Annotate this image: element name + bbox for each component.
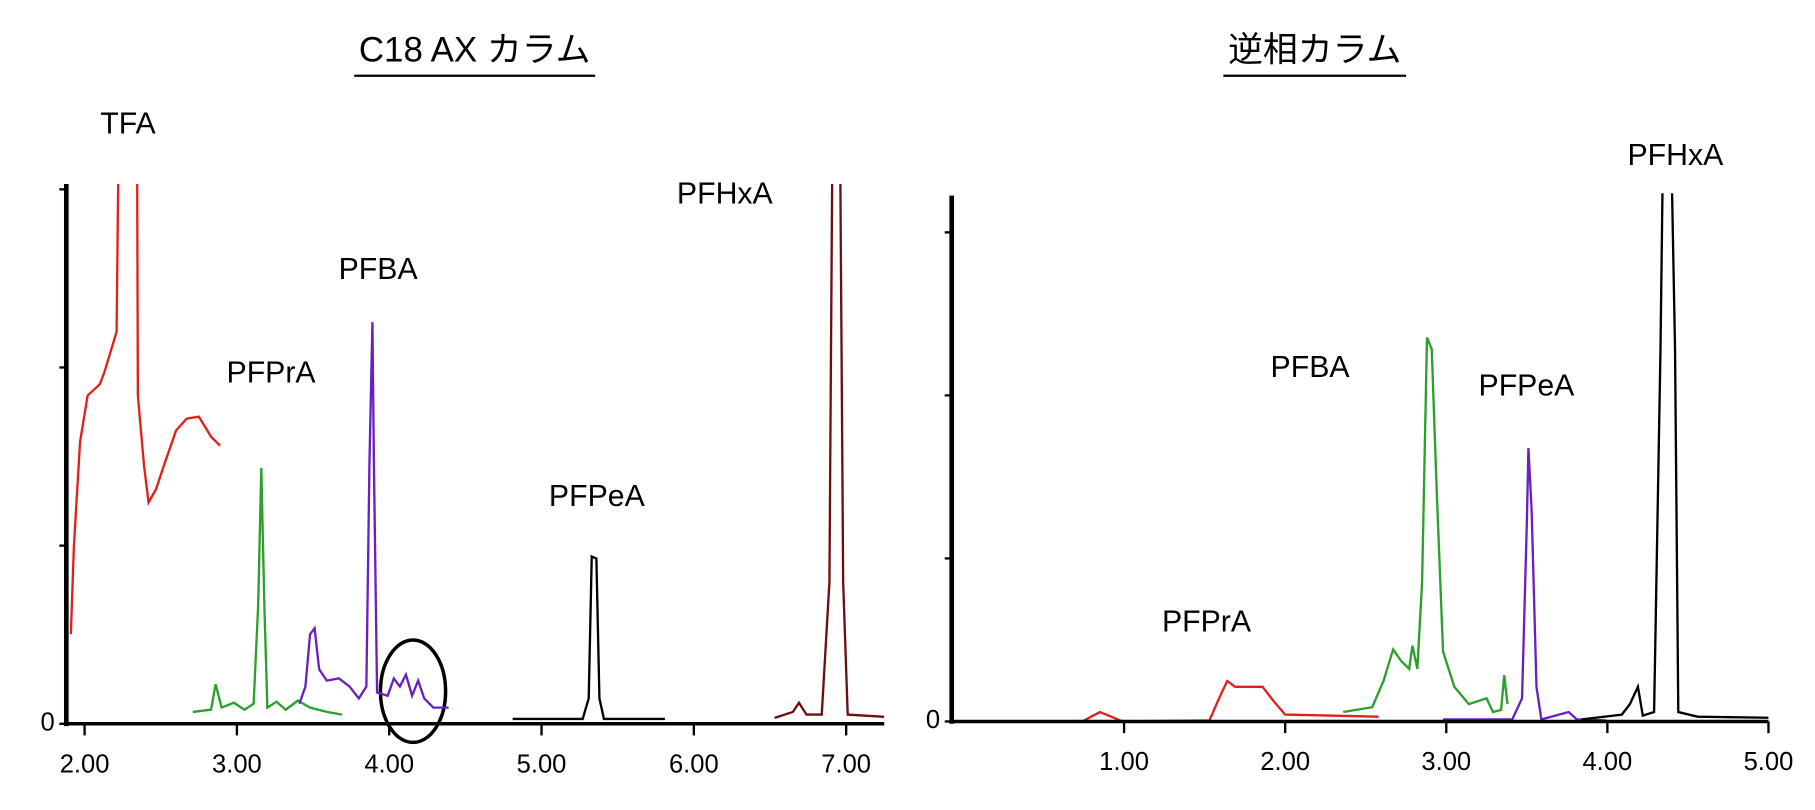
x-tick-label: 2.00 bbox=[60, 750, 110, 778]
chart-title: 逆相カラム bbox=[1228, 31, 1401, 70]
trace-line bbox=[774, 183, 885, 719]
plot-area bbox=[951, 193, 1769, 723]
x-tick-label: 1.00 bbox=[1099, 748, 1149, 776]
peak-label: PFPeA bbox=[549, 480, 646, 513]
peak-label: PFPrA bbox=[1162, 606, 1252, 639]
x-tick-label: 6.00 bbox=[669, 750, 719, 778]
peak-label: PFHxA bbox=[1627, 139, 1724, 172]
x-tick-label: 3.00 bbox=[1421, 748, 1471, 776]
trace-line bbox=[192, 467, 343, 716]
trace-line bbox=[298, 322, 449, 709]
peak-label: PFBA bbox=[1271, 351, 1351, 384]
x-tick-label: 4.00 bbox=[364, 750, 414, 778]
peak-label: TFA bbox=[100, 108, 156, 141]
trace-line bbox=[512, 554, 665, 721]
trace-line bbox=[69, 183, 221, 635]
trace-line bbox=[1581, 193, 1769, 721]
y-tick-label: 0 bbox=[40, 709, 54, 737]
x-tick-label: 5.00 bbox=[517, 750, 567, 778]
plot-area bbox=[69, 183, 885, 721]
y-tick-label: 0 bbox=[926, 706, 940, 734]
x-tick-label: 7.00 bbox=[821, 750, 871, 778]
x-tick-label: 4.00 bbox=[1582, 748, 1632, 776]
x-tick-label: 2.00 bbox=[1260, 748, 1310, 776]
x-tick-label: 5.00 bbox=[1744, 748, 1794, 776]
chart-title: C18 AX カラム bbox=[359, 31, 591, 70]
peak-label: PFHxA bbox=[677, 178, 774, 211]
peak-label: PFPeA bbox=[1479, 370, 1576, 403]
peak-label: PFPrA bbox=[227, 357, 317, 390]
trace-line bbox=[951, 679, 1379, 723]
trace-line bbox=[1343, 337, 1509, 714]
x-tick-label: 3.00 bbox=[212, 750, 262, 778]
peak-label: PFBA bbox=[339, 253, 419, 286]
trace-line bbox=[1443, 447, 1606, 722]
highlight-circle bbox=[378, 638, 448, 745]
